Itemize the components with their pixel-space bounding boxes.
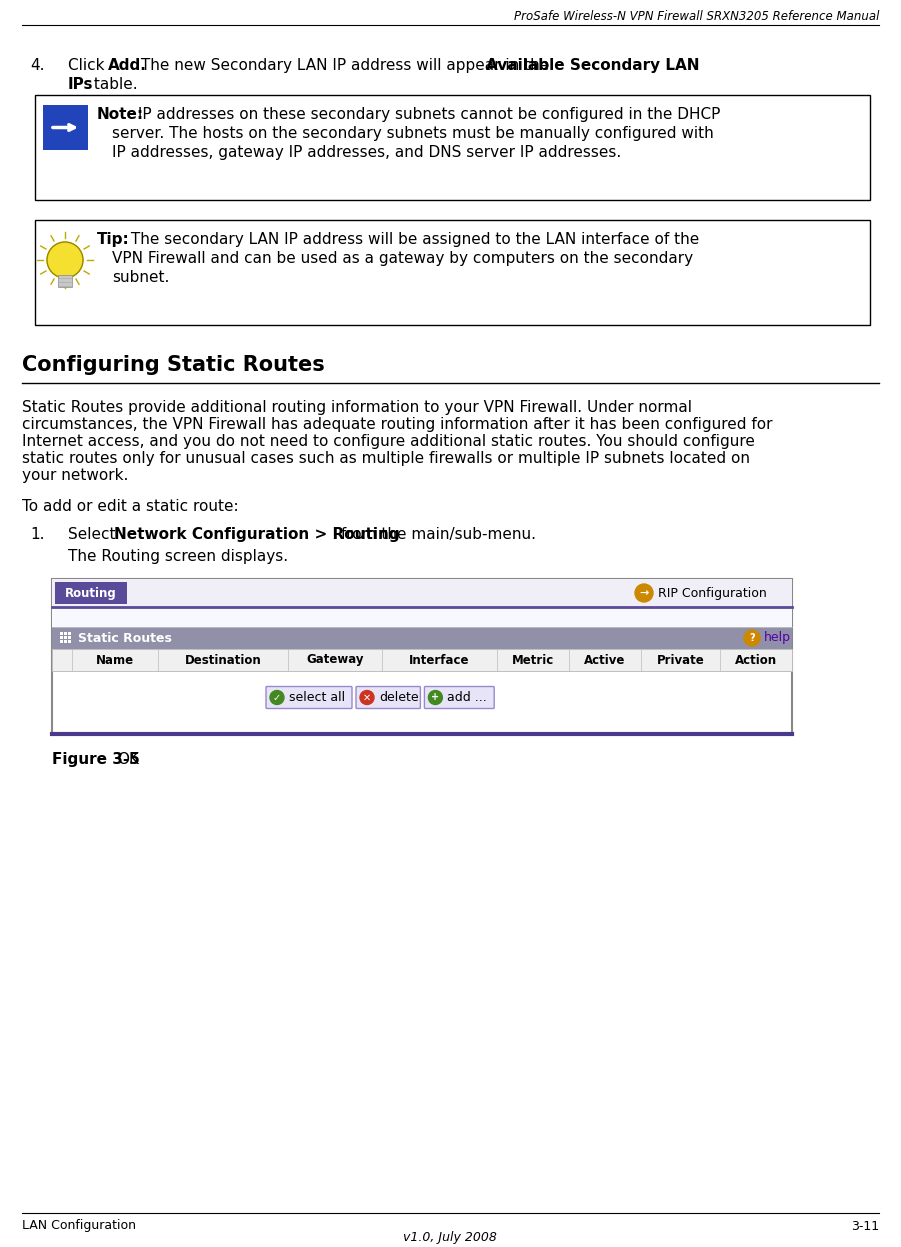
Text: The Routing screen displays.: The Routing screen displays. — [68, 549, 288, 564]
Text: Select: Select — [68, 527, 121, 542]
Text: Network Configuration > Routing: Network Configuration > Routing — [114, 527, 400, 542]
Text: →: → — [640, 589, 649, 599]
Text: Static Routes: Static Routes — [78, 631, 172, 645]
FancyBboxPatch shape — [52, 579, 792, 734]
FancyBboxPatch shape — [64, 632, 67, 635]
Text: Internet access, and you do not need to configure additional static routes. You : Internet access, and you do not need to … — [22, 434, 755, 449]
Circle shape — [47, 242, 83, 278]
Text: Tip:: Tip: — [97, 232, 130, 247]
Text: IP addresses on these secondary subnets cannot be configured in the DHCP: IP addresses on these secondary subnets … — [132, 107, 720, 122]
Text: The secondary LAN IP address will be assigned to the LAN interface of the: The secondary LAN IP address will be ass… — [125, 232, 699, 247]
Text: OK: OK — [117, 752, 139, 767]
Text: table.: table. — [89, 77, 138, 92]
Text: from the main/sub-menu.: from the main/sub-menu. — [336, 527, 536, 542]
Text: server. The hosts on the secondary subnets must be manually configured with: server. The hosts on the secondary subne… — [112, 126, 714, 141]
Text: ✕: ✕ — [363, 692, 371, 702]
Circle shape — [635, 584, 653, 602]
Text: Note:: Note: — [97, 107, 144, 122]
Text: IP addresses, gateway IP addresses, and DNS server IP addresses.: IP addresses, gateway IP addresses, and … — [112, 145, 622, 160]
Text: IPs: IPs — [68, 77, 94, 92]
Text: delete: delete — [379, 691, 419, 705]
Text: circumstances, the VPN Firewall has adequate routing information after it has be: circumstances, the VPN Firewall has adeq… — [22, 416, 772, 431]
Text: Configuring Static Routes: Configuring Static Routes — [22, 355, 324, 375]
FancyBboxPatch shape — [35, 95, 870, 200]
Text: Add.: Add. — [107, 59, 147, 74]
Circle shape — [360, 691, 374, 705]
Text: ProSafe Wireless-N VPN Firewall SRXN3205 Reference Manual: ProSafe Wireless-N VPN Firewall SRXN3205… — [514, 10, 879, 22]
Text: your network.: your network. — [22, 468, 128, 483]
Text: Routing: Routing — [65, 586, 117, 600]
Text: Private: Private — [657, 653, 705, 666]
Text: RIP Configuration: RIP Configuration — [658, 586, 767, 600]
FancyBboxPatch shape — [52, 579, 792, 607]
FancyBboxPatch shape — [424, 687, 495, 708]
FancyBboxPatch shape — [60, 640, 63, 643]
Circle shape — [428, 691, 442, 705]
Text: Interface: Interface — [409, 653, 469, 666]
Text: subnet.: subnet. — [112, 271, 169, 286]
FancyBboxPatch shape — [68, 640, 71, 643]
FancyBboxPatch shape — [35, 219, 870, 325]
Text: 3-11: 3-11 — [851, 1220, 879, 1232]
FancyBboxPatch shape — [266, 687, 352, 708]
Circle shape — [270, 691, 284, 705]
FancyBboxPatch shape — [52, 627, 792, 648]
Text: Figure 3-5: Figure 3-5 — [52, 752, 140, 767]
Text: To add or edit a static route:: To add or edit a static route: — [22, 499, 239, 514]
FancyBboxPatch shape — [64, 636, 67, 638]
FancyBboxPatch shape — [68, 632, 71, 635]
Text: Name: Name — [96, 653, 134, 666]
Text: v1.0, July 2008: v1.0, July 2008 — [403, 1232, 497, 1245]
Text: Destination: Destination — [185, 653, 261, 666]
Text: LAN Configuration: LAN Configuration — [22, 1220, 136, 1232]
Text: Active: Active — [584, 653, 625, 666]
Text: Available Secondary LAN: Available Secondary LAN — [486, 59, 699, 74]
Text: select all: select all — [289, 691, 345, 705]
Text: Gateway: Gateway — [306, 653, 363, 666]
Text: ✓: ✓ — [273, 692, 281, 702]
Text: Click: Click — [68, 59, 109, 74]
Text: static routes only for unusual cases such as multiple firewalls or multiple IP s: static routes only for unusual cases suc… — [22, 451, 750, 466]
FancyBboxPatch shape — [58, 276, 72, 287]
Text: Action: Action — [735, 653, 777, 666]
Circle shape — [744, 630, 760, 646]
FancyBboxPatch shape — [55, 582, 127, 604]
FancyBboxPatch shape — [64, 640, 67, 643]
FancyBboxPatch shape — [52, 648, 792, 671]
Text: help: help — [764, 631, 791, 645]
FancyBboxPatch shape — [356, 687, 421, 708]
Text: ?: ? — [750, 633, 755, 643]
Text: Metric: Metric — [512, 653, 554, 666]
Text: Static Routes provide additional routing information to your VPN Firewall. Under: Static Routes provide additional routing… — [22, 400, 692, 415]
FancyBboxPatch shape — [60, 636, 63, 638]
FancyBboxPatch shape — [52, 607, 792, 627]
FancyBboxPatch shape — [43, 105, 88, 150]
Text: The new Secondary LAN IP address will appear in the: The new Secondary LAN IP address will ap… — [136, 59, 554, 74]
Text: add ...: add ... — [448, 691, 487, 705]
Text: 4.: 4. — [30, 59, 44, 74]
FancyBboxPatch shape — [68, 636, 71, 638]
Text: VPN Firewall and can be used as a gateway by computers on the secondary: VPN Firewall and can be used as a gatewa… — [112, 251, 693, 266]
Text: +: + — [432, 692, 440, 702]
FancyBboxPatch shape — [60, 632, 63, 635]
Text: 1.: 1. — [30, 527, 44, 542]
